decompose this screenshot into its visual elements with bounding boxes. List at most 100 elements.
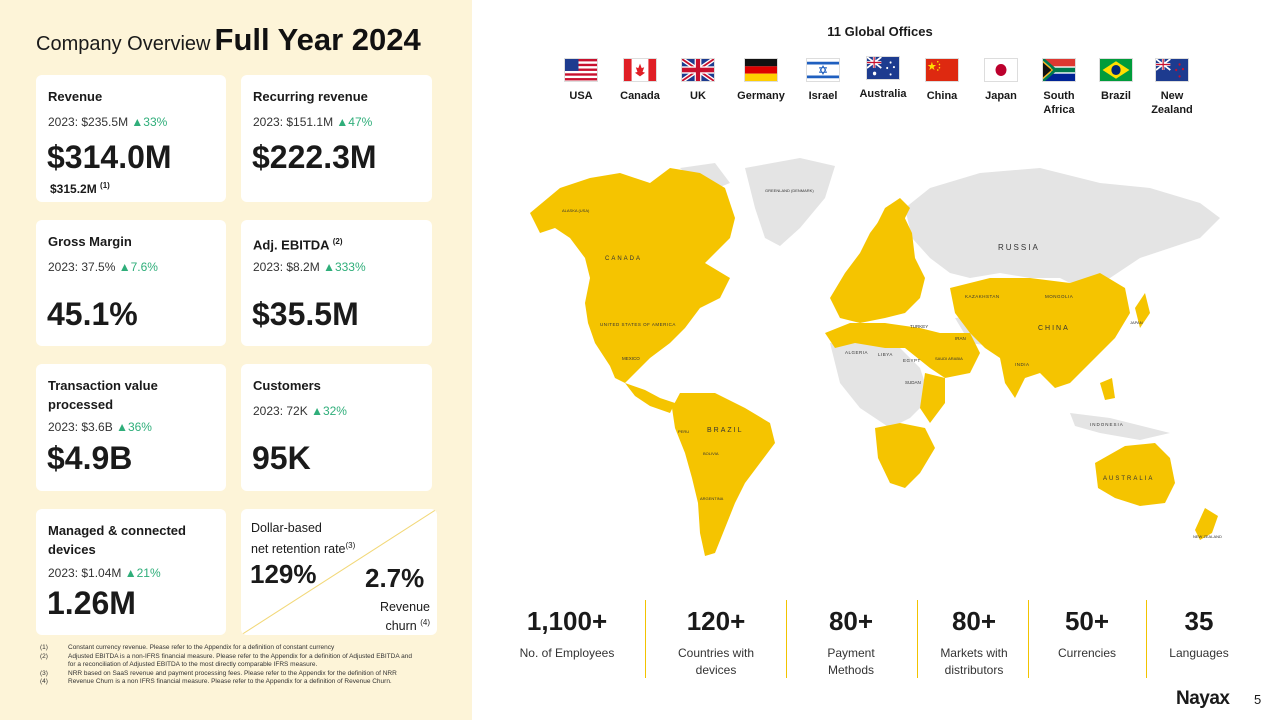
australia-shape bbox=[1095, 443, 1175, 506]
gross-margin-prev: 2023: 37.5% bbox=[48, 260, 116, 274]
map-label-turkey: TURKEY bbox=[910, 324, 928, 329]
world-map: CANADA RUSSIA UNITED STATES OF AMERICA C… bbox=[530, 158, 1222, 556]
gross-margin-growth: ▲7.6% bbox=[118, 260, 158, 274]
customers-card: Customers 2023: 72K ▲32% 95K bbox=[241, 364, 432, 491]
stat-divider bbox=[645, 600, 646, 678]
devices-label: Managed & connected devices bbox=[48, 523, 186, 557]
ebitda-value: $35.5M bbox=[252, 296, 359, 332]
revenue-value: $314.0M bbox=[47, 139, 172, 175]
uk-flag-icon bbox=[681, 58, 715, 82]
map-label-egypt: EGYPT bbox=[903, 358, 921, 363]
greenland-shape bbox=[745, 158, 835, 246]
map-label-usa: UNITED STATES OF AMERICA bbox=[600, 322, 676, 327]
office-brazil: Brazil bbox=[1086, 58, 1146, 103]
japan-shape bbox=[1135, 293, 1150, 328]
map-label-brazil: BRAZIL bbox=[707, 427, 744, 434]
australia-flag-icon bbox=[866, 56, 900, 80]
customers-label: Customers bbox=[253, 378, 321, 393]
customers-growth: ▲32% bbox=[311, 404, 347, 418]
japan-flag-icon bbox=[984, 58, 1018, 82]
devices-value: 1.26M bbox=[47, 585, 136, 621]
offices-title: 11 Global Offices bbox=[827, 24, 933, 39]
transaction-label: Transaction value processed bbox=[48, 378, 158, 412]
ebitda-growth: ▲333% bbox=[323, 260, 366, 274]
southern-africa-shape bbox=[875, 423, 935, 488]
footnote-ref-2: (2) bbox=[332, 237, 343, 246]
page-number: 5 bbox=[1254, 692, 1262, 707]
stat-employees: 1,100+ No. of Employees bbox=[519, 606, 615, 660]
stat-divider bbox=[1028, 600, 1029, 678]
map-label-australia: AUSTRALIA bbox=[1103, 476, 1154, 482]
map-label-india: INDIA bbox=[1015, 362, 1030, 367]
ebitda-prev: 2023: $8.2M bbox=[253, 260, 320, 274]
office-uk: UK bbox=[668, 58, 728, 103]
footnote-item: (2) Adjusted EBITDA is a non-IFRS financi… bbox=[40, 652, 412, 669]
israel-flag-icon bbox=[806, 58, 840, 82]
retention-value: 129% bbox=[250, 559, 317, 589]
office-usa: USA bbox=[551, 58, 611, 103]
revenue-label: Revenue bbox=[48, 89, 103, 104]
china-flag-icon bbox=[925, 58, 959, 82]
recurring-revenue-label: Recurring revenue bbox=[253, 89, 368, 104]
footnote-ref-4: (4) bbox=[420, 618, 430, 627]
nayax-logo: Nayax bbox=[1176, 688, 1230, 709]
gross-margin-label: Gross Margin bbox=[48, 234, 132, 249]
brazil-flag-icon bbox=[1099, 58, 1133, 82]
map-label-saudi: SAUDI ARABIA bbox=[935, 356, 963, 361]
stat-countries: 120+ Countries with devices bbox=[677, 606, 755, 677]
recurring-prev: 2023: $151.1M bbox=[253, 115, 334, 129]
stat-payment-methods: 80+ Payment Methods bbox=[827, 606, 875, 677]
map-label-japan: JAPAN bbox=[1130, 320, 1143, 325]
stat-divider bbox=[917, 600, 918, 678]
new-zealand-shape bbox=[1195, 508, 1218, 540]
customers-prev: 2023: 72K bbox=[253, 404, 308, 418]
devices-prev: 2023: $1.04M bbox=[48, 566, 122, 580]
central-africa-shape bbox=[830, 343, 930, 428]
stat-markets: 80+ Markets with distributors bbox=[940, 606, 1008, 677]
east-africa-shape bbox=[920, 373, 945, 423]
map-label-indonesia: INDONESIA bbox=[1090, 422, 1124, 427]
ebitda-card: Adj. EBITDA (2) 2023: $8.2M ▲333% $35.5M bbox=[241, 220, 432, 346]
churn-value: 2.7% bbox=[365, 563, 425, 593]
office-germany: Germany bbox=[731, 58, 791, 103]
stat-languages: 35 Languages bbox=[1169, 606, 1229, 660]
office-canada: Canada bbox=[610, 58, 670, 103]
revenue-note: $315.2M bbox=[50, 182, 97, 196]
office-japan: Japan bbox=[971, 58, 1031, 103]
office-new-zealand: New Zealand bbox=[1142, 58, 1202, 117]
customers-value: 95K bbox=[252, 440, 311, 476]
map-label-bolivia: BOLIVIA bbox=[703, 451, 719, 456]
map-label-sudan: SUDAN bbox=[905, 380, 921, 385]
usa-flag-icon bbox=[564, 58, 598, 82]
germany-flag-icon bbox=[744, 58, 778, 82]
philippines-shape bbox=[1100, 378, 1115, 400]
stat-currencies: 50+ Currencies bbox=[1057, 606, 1117, 660]
central-america-shape bbox=[625, 383, 675, 413]
revenue-card: Revenue 2023: $235.5M ▲33% $314.0M $315.… bbox=[36, 75, 226, 202]
map-label-iran: IRAN bbox=[955, 336, 966, 341]
map-label-mexico: MEXICO bbox=[622, 356, 640, 361]
gross-margin-value: 45.1% bbox=[47, 296, 138, 332]
map-label-peru: PERU bbox=[678, 429, 689, 434]
north-america-shape bbox=[530, 168, 735, 383]
transaction-prev: 2023: $3.6B bbox=[48, 420, 113, 434]
europe-shape bbox=[830, 208, 925, 323]
footnote-item: (3) NRR based on SaaS revenue and payment… bbox=[40, 669, 397, 677]
map-label-russia: RUSSIA bbox=[998, 243, 1040, 252]
map-label-new-zealand: NEW ZEALAND bbox=[1193, 534, 1222, 539]
south-africa-flag-icon bbox=[1042, 58, 1076, 82]
office-south-africa: South Africa bbox=[1029, 58, 1089, 117]
stat-divider bbox=[1146, 600, 1147, 678]
footnote-item: (4) Revenue Churn is a non IFRS financial… bbox=[40, 678, 392, 685]
ebitda-label: Adj. EBITDA bbox=[253, 237, 330, 253]
transaction-value: $4.9B bbox=[47, 440, 133, 476]
map-label-greenland: GREENLAND (DENMARK) bbox=[765, 188, 814, 193]
devices-growth: ▲21% bbox=[124, 566, 161, 580]
stat-divider bbox=[786, 600, 787, 678]
footnote-item: (1) Constant currency revenue. Please ref… bbox=[40, 644, 335, 651]
office-australia: Australia bbox=[853, 56, 913, 101]
canada-flag-icon bbox=[623, 58, 657, 82]
churn-label: Revenue churn (4) bbox=[379, 600, 430, 634]
recurring-value: $222.3M bbox=[252, 139, 377, 175]
retention-card: Dollar-based net retention rate(3) 129% 2… bbox=[241, 509, 437, 635]
